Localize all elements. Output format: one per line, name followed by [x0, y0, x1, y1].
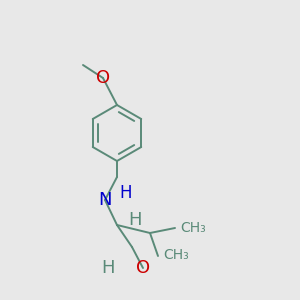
Text: H: H — [128, 211, 142, 229]
Text: O: O — [136, 259, 150, 277]
Text: H: H — [120, 184, 132, 202]
Text: O: O — [96, 69, 110, 87]
Text: CH₃: CH₃ — [163, 248, 189, 262]
Text: H: H — [101, 259, 115, 277]
Text: CH₃: CH₃ — [180, 221, 206, 235]
Text: N: N — [98, 191, 112, 209]
